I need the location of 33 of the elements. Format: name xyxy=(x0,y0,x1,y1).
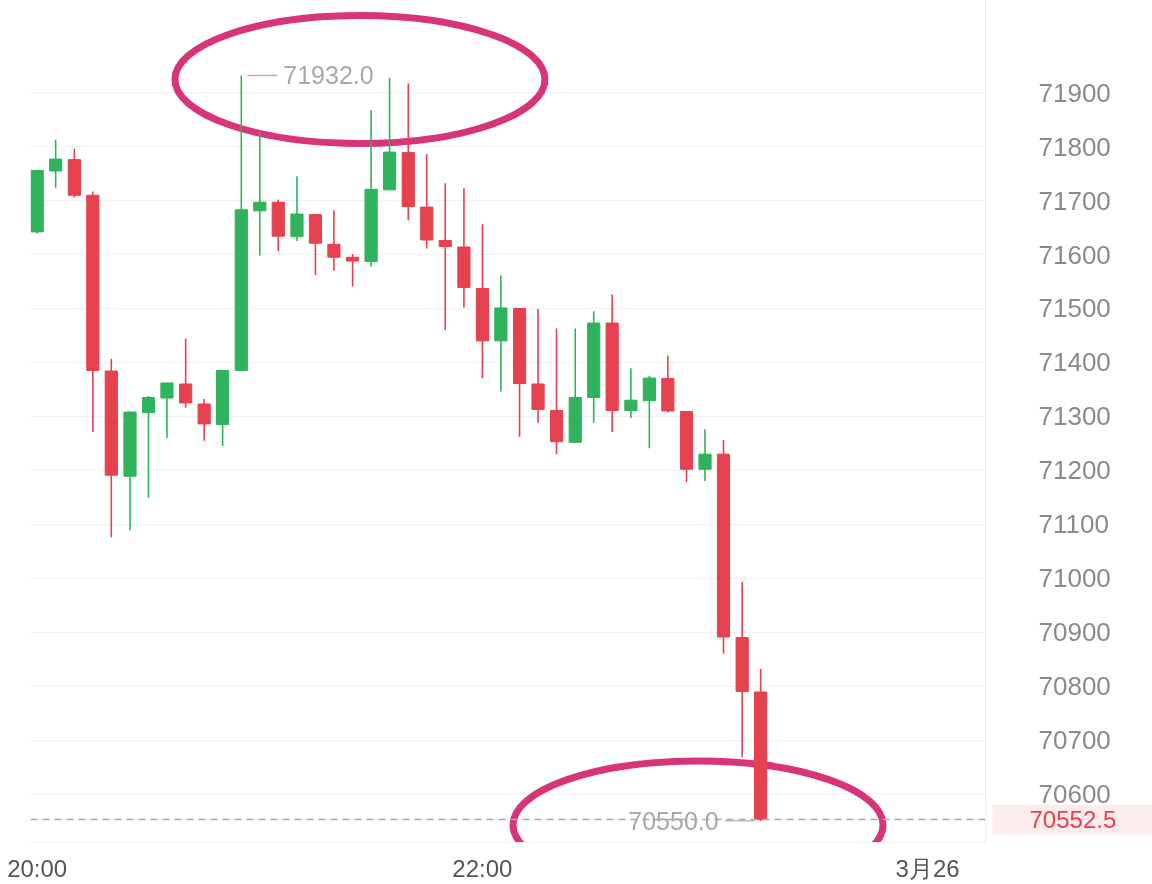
x-tick-label: 20:00 xyxy=(7,854,68,882)
y-tick-label: 71700 xyxy=(1038,185,1111,216)
candlestick xyxy=(438,182,452,331)
candlestick xyxy=(160,382,174,439)
candlestick xyxy=(141,395,156,499)
candlestick xyxy=(346,253,360,288)
y-tick-label: 71000 xyxy=(1038,563,1111,594)
candlestick xyxy=(179,337,193,409)
y-tick-label: 71100 xyxy=(1038,509,1109,540)
y-tick-label: 70600 xyxy=(1038,778,1111,809)
y-tick-label: 70900 xyxy=(1038,617,1111,648)
annotation: 70550.0 xyxy=(628,806,719,835)
ref-line-label: 70552.5 xyxy=(1029,806,1117,834)
y-tick-label: 70800 xyxy=(1038,671,1111,702)
y-tick-label: 71400 xyxy=(1038,347,1111,378)
x-tick-label: 22:00 xyxy=(452,854,513,882)
y-tick-label: 71200 xyxy=(1038,455,1111,486)
x-tick-label: 3月26 xyxy=(895,854,960,882)
candlestick xyxy=(49,138,63,189)
candlestick xyxy=(327,209,341,272)
candlestick xyxy=(698,428,712,482)
candlestick xyxy=(253,129,267,257)
y-tick-label: 71800 xyxy=(1038,131,1111,162)
candlestick xyxy=(642,375,656,449)
y-tick-label: 71900 xyxy=(1038,77,1111,108)
y-tick-label: 71500 xyxy=(1038,293,1111,324)
annotation: 71932.0 xyxy=(283,61,374,90)
candlestick xyxy=(197,398,211,442)
y-tick-label: 71600 xyxy=(1038,239,1111,270)
y-tick-label: 71300 xyxy=(1038,401,1111,432)
y-tick-label: 70700 xyxy=(1038,725,1111,756)
candlestick xyxy=(290,175,304,242)
candlestick xyxy=(624,367,638,419)
